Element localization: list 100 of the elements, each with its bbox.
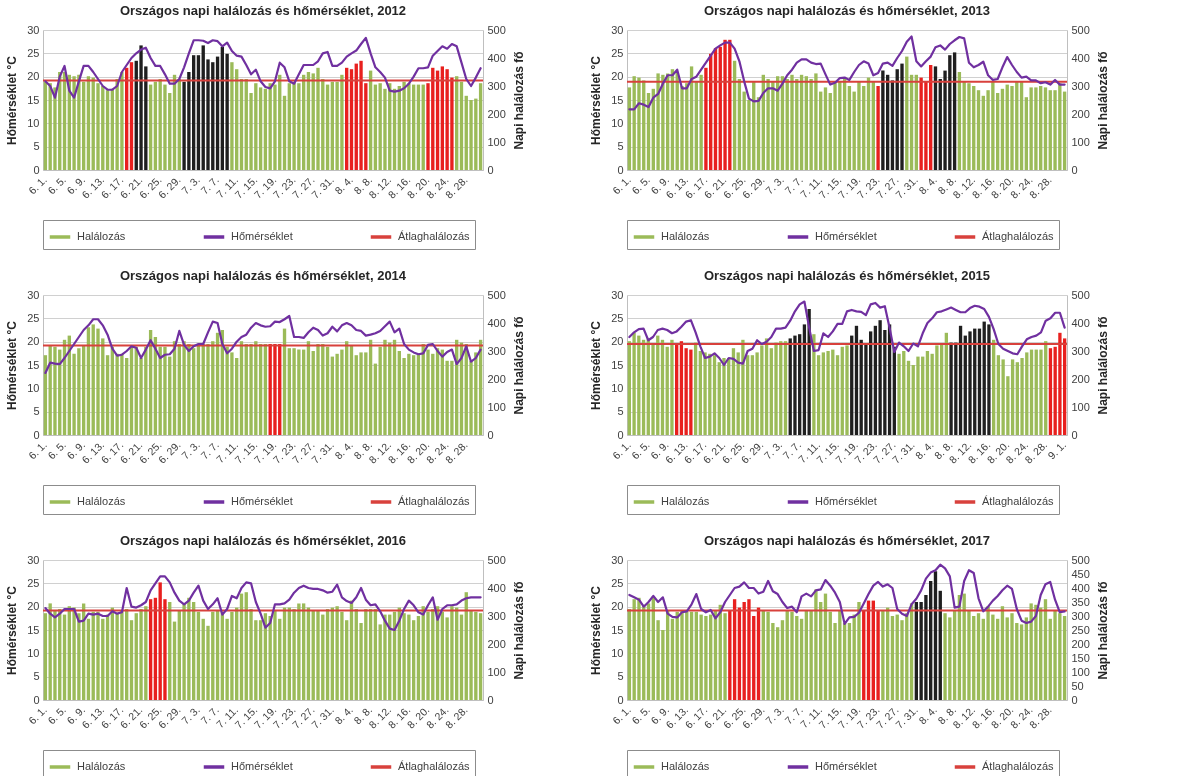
y-tick-label: 30: [611, 23, 624, 36]
bar: [750, 355, 755, 435]
legend-label: Halálozás: [77, 495, 126, 507]
y-tick-label: 25: [27, 576, 40, 589]
y2-tick-label: 500: [487, 23, 506, 36]
y-tick-label: 5: [617, 670, 624, 683]
bar: [383, 339, 387, 435]
bar: [316, 610, 320, 700]
bar: [890, 616, 895, 700]
y-axis-title: Hőmérséklet °C: [5, 55, 20, 145]
y-tick-label: 0: [33, 693, 40, 706]
y2-tick-label: 300: [1071, 79, 1090, 92]
bar: [1010, 613, 1014, 700]
y2-tick-label: 0: [487, 163, 494, 176]
line-series: [44, 314, 482, 375]
y2-tick-label: 200: [487, 372, 506, 385]
bar: [258, 87, 263, 170]
bar: [857, 81, 861, 170]
y2-tick-label: 300: [1071, 344, 1090, 357]
bar: [632, 332, 636, 435]
bar: [258, 620, 263, 700]
bar: [897, 353, 901, 435]
bar: [129, 620, 134, 700]
y2-tick-label: 200: [1071, 637, 1090, 650]
y2-axis-title: Napi halálozás fő: [1095, 51, 1110, 150]
bar: [722, 358, 726, 435]
y2-tick-label: 100: [1071, 400, 1090, 413]
y2-tick-label: 150: [1071, 651, 1090, 664]
y-tick-label: 10: [27, 116, 40, 129]
bar: [1062, 616, 1067, 700]
y-tick-label: 0: [33, 428, 40, 441]
y-tick-label: 10: [611, 116, 624, 129]
y-tick-label: 10: [611, 646, 624, 659]
y-tick-label: 15: [27, 93, 40, 106]
y-tick-label: 0: [33, 163, 40, 176]
bar: [316, 67, 320, 170]
legend-label: Hőmérséklet: [815, 760, 877, 772]
y2-tick-label: 400: [487, 581, 506, 594]
line-series: [44, 36, 482, 99]
chart-title: Országos napi halálozás és hőmérséklet, 2015: [703, 268, 991, 283]
bar: [1019, 624, 1024, 700]
y-tick-label: 0: [617, 693, 624, 706]
y-tick-label: 30: [27, 23, 40, 36]
bar: [906, 360, 911, 435]
bar: [637, 597, 641, 700]
bar: [847, 623, 852, 700]
y2-tick-label: 200: [1071, 372, 1090, 385]
x-tick-label: 7. 3.: [179, 703, 202, 727]
y-tick-label: 30: [27, 553, 40, 566]
bar: [780, 620, 785, 700]
legend-label: Átlaghalálozás: [982, 495, 1055, 507]
bar: [206, 344, 210, 435]
y-tick-label: 15: [27, 623, 40, 636]
x-tick-label: 7. 3.: [763, 703, 786, 727]
bar: [812, 334, 816, 435]
y-axis-title: Hőmérséklet °C: [589, 585, 604, 675]
y2-axis-title: Napi halálozás fő: [511, 581, 526, 680]
bar: [712, 355, 717, 435]
bar: [163, 84, 167, 170]
x-tick-label: 7. 3.: [179, 173, 202, 197]
y2-tick-label: 100: [1071, 135, 1090, 148]
bar: [53, 346, 57, 435]
y-tick-label: 10: [611, 381, 624, 394]
bar: [699, 74, 703, 170]
y-axis-title: Hőmérséklet °C: [589, 55, 604, 145]
bar: [857, 602, 861, 700]
legend-label: Átlaghalálozás: [398, 495, 471, 507]
x-tick-label: 6. 1.: [25, 173, 49, 197]
y2-tick-label: 100: [487, 400, 506, 413]
y2-tick-label: 0: [1071, 693, 1078, 706]
bar: [949, 342, 953, 435]
y-tick-label: 20: [611, 600, 624, 613]
bar: [703, 352, 707, 435]
bar: [1058, 332, 1062, 435]
y2-tick-label: 0: [1071, 428, 1078, 441]
bar: [793, 335, 797, 435]
bar: [1048, 348, 1053, 435]
y-tick-label: 30: [27, 288, 40, 301]
y-tick-label: 5: [33, 140, 40, 153]
y2-tick-label: 400: [487, 316, 506, 329]
y2-tick-label: 400: [1071, 316, 1090, 329]
x-tick-label: 7. 3.: [179, 438, 202, 462]
bar: [675, 344, 679, 435]
y2-tick-label: 0: [487, 693, 494, 706]
bar: [835, 355, 840, 435]
y2-tick-label: 500: [487, 553, 506, 566]
bar: [845, 345, 849, 435]
bar: [478, 613, 483, 700]
legend-label: Átlaghalálozás: [982, 230, 1055, 242]
bar: [1010, 86, 1014, 170]
bar: [273, 344, 277, 435]
y-tick-label: 10: [27, 381, 40, 394]
bar: [823, 87, 828, 170]
bar: [670, 339, 674, 435]
bar: [774, 342, 778, 435]
y2-tick-label: 200: [487, 637, 506, 650]
bar: [1043, 87, 1048, 170]
bar: [637, 77, 641, 170]
bar: [383, 614, 387, 700]
legend-label: Hőmérséklet: [815, 230, 877, 242]
